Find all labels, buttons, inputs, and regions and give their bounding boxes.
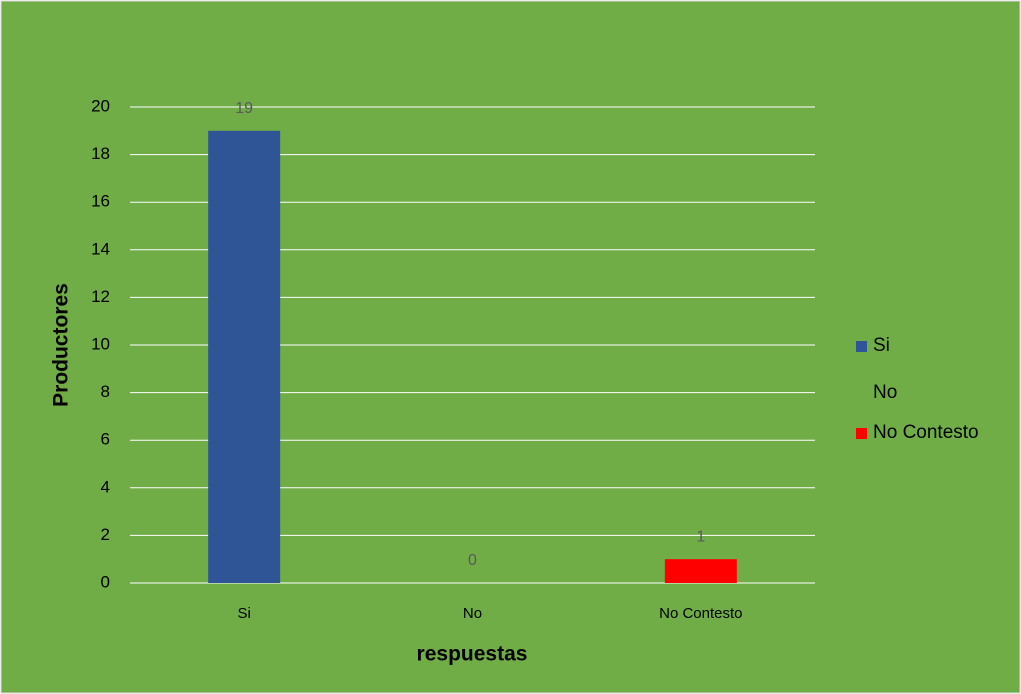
y-tick-label: 8 bbox=[101, 382, 110, 401]
y-tick-label: 0 bbox=[101, 572, 110, 591]
y-tick-label: 10 bbox=[91, 334, 110, 353]
y-tick-label: 2 bbox=[101, 525, 110, 544]
legend-swatch bbox=[856, 388, 867, 399]
y-tick-label: 20 bbox=[91, 96, 110, 115]
x-axis-title: respuestas bbox=[417, 643, 528, 666]
data-label: 0 bbox=[468, 552, 477, 569]
x-tick-label: No bbox=[463, 605, 482, 622]
x-tick-label: Si bbox=[237, 605, 250, 622]
bar bbox=[664, 559, 737, 583]
y-tick-label: 14 bbox=[91, 239, 110, 258]
bar bbox=[208, 130, 281, 584]
legend-swatch bbox=[856, 341, 867, 352]
y-tick-label: 4 bbox=[101, 477, 110, 496]
data-label: 1 bbox=[696, 528, 705, 545]
y-axis-title: Productores bbox=[50, 283, 73, 407]
legend-swatch bbox=[856, 428, 867, 439]
y-tick-label: 16 bbox=[91, 192, 110, 211]
y-tick-label: 12 bbox=[91, 287, 110, 306]
legend-label: Si bbox=[873, 335, 890, 356]
y-tick-label: 18 bbox=[91, 144, 110, 163]
legend-label: No bbox=[873, 382, 897, 403]
x-tick-label: No Contesto bbox=[659, 605, 742, 622]
data-label: 19 bbox=[235, 100, 253, 117]
legend-label: No Contesto bbox=[873, 422, 979, 443]
y-tick-label: 6 bbox=[101, 430, 110, 449]
